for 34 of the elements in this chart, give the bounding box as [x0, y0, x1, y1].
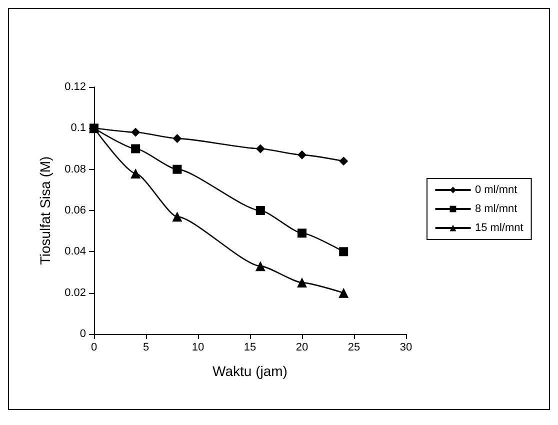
- point: [256, 144, 265, 154]
- y-tick-label: 0.04: [64, 246, 86, 258]
- point: [255, 261, 266, 272]
- y-tick-label: 0.02: [64, 286, 86, 299]
- x-tick-label: 5: [142, 342, 150, 354]
- point: [172, 212, 182, 222]
- x-tick-label: 15: [244, 342, 256, 354]
- y-tick-label: 0: [80, 328, 86, 340]
- y-axis-title: Tiosulfat Sisa (M): [37, 156, 53, 265]
- point: [131, 128, 140, 137]
- y-tick-label: 0.08: [64, 163, 86, 176]
- x-tick-label: 30: [400, 342, 412, 354]
- x-tick-label: 25: [348, 342, 360, 354]
- point: [297, 278, 307, 288]
- point: [131, 144, 140, 154]
- x-tick-label: 10: [192, 342, 204, 354]
- legend-label: 8 ml/mnt: [475, 203, 518, 215]
- x-tick-label: 0: [90, 342, 98, 354]
- legend-label: 15 ml/mnt: [475, 222, 524, 234]
- y-tick-label: 0.12: [64, 81, 86, 93]
- point: [338, 288, 349, 298]
- legend-label: 0 ml/mnt: [475, 184, 518, 196]
- point: [172, 134, 182, 143]
- point: [339, 247, 348, 256]
- point: [298, 150, 306, 160]
- y-tick-label: 0.06: [64, 204, 86, 216]
- x-axis-title: Waktu (jam): [212, 363, 288, 379]
- point: [172, 164, 182, 174]
- x-tick-label: 20: [296, 342, 308, 354]
- point: [339, 156, 348, 166]
- y-tick-label: 0.1: [70, 122, 86, 134]
- point: [298, 228, 306, 238]
- point: [256, 206, 265, 215]
- point: [130, 168, 141, 178]
